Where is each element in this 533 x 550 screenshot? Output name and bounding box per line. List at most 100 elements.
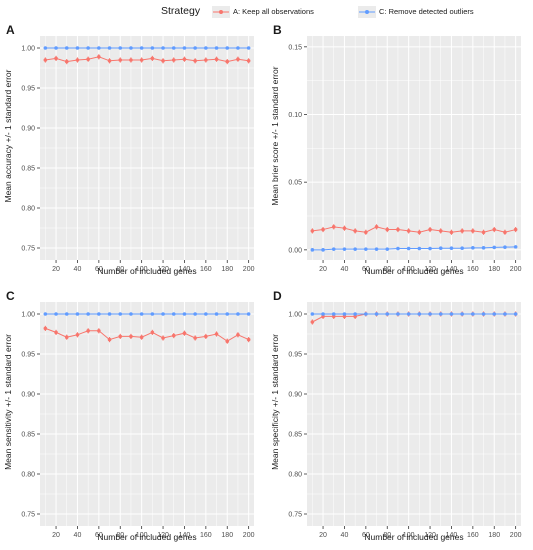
data-point-remove-outliers: [75, 46, 80, 50]
data-point-keep-all: [182, 57, 187, 61]
panel-d-tag: D: [273, 289, 282, 303]
data-point-keep-all: [481, 230, 486, 235]
data-point-keep-all: [107, 59, 112, 63]
data-point-remove-outliers: [246, 312, 251, 316]
data-point-remove-outliers: [193, 312, 197, 316]
panel-c-plot: 0.75 0.80 0.85 0.90 0.95 1.00 20 40 60 80 100 120 14…: [21, 302, 255, 539]
data-point-keep-all: [417, 230, 422, 235]
x-tick-label: 200: [510, 532, 522, 539]
x-tick-label: 80: [116, 532, 124, 539]
data-point-remove-outliers: [471, 312, 475, 316]
data-point-remove-outliers: [396, 246, 400, 251]
legend-key-keep-all: [212, 6, 230, 18]
data-point-keep-all: [150, 56, 155, 61]
data-point-keep-all: [503, 230, 507, 235]
data-point-remove-outliers: [342, 312, 347, 316]
data-point-keep-all: [43, 326, 48, 331]
data-point-remove-outliers: [406, 312, 411, 316]
data-point-keep-all: [225, 339, 230, 343]
y-tick-label: 0.75: [21, 512, 35, 519]
x-tick-label: 20: [319, 532, 327, 539]
data-point-keep-all: [64, 335, 69, 339]
legend: Strategy A: Keep all observations C: Rem…: [0, 0, 533, 26]
y-tick-label: 0.75: [288, 512, 302, 519]
data-point-keep-all: [97, 329, 101, 333]
legend-label-keep-all: A: Keep all observations: [233, 7, 314, 16]
y-tick-label: 0.80: [288, 472, 302, 479]
data-point-remove-outliers: [43, 46, 48, 50]
data-point-remove-outliers: [150, 312, 155, 316]
data-point-remove-outliers: [438, 246, 443, 251]
y-tick-label: 1.00: [288, 312, 302, 319]
x-tick-label: 100: [136, 266, 148, 273]
x-tick-label: 100: [136, 532, 148, 539]
y-tick-label: 1.00: [21, 46, 35, 53]
data-point-remove-outliers: [342, 247, 347, 251]
data-point-remove-outliers: [385, 247, 390, 251]
data-point-keep-all: [342, 226, 347, 230]
data-point-remove-outliers: [129, 312, 133, 316]
data-point-remove-outliers: [513, 312, 518, 316]
data-point-keep-all: [97, 55, 101, 59]
data-point-remove-outliers: [503, 245, 507, 249]
data-point-remove-outliers: [246, 46, 251, 50]
x-tick-label: 140: [179, 532, 191, 539]
data-point-remove-outliers: [204, 46, 208, 50]
x-tick-label: 60: [95, 532, 103, 539]
y-tick-label: 1.00: [21, 312, 35, 319]
panel-d-plot: 0.75 0.80 0.85 0.90 0.95 1.00 20 40 60 80 100 120 14…: [288, 302, 522, 539]
panel-b: B Mean brier score +/- 1 standard error …: [267, 22, 533, 284]
data-point-keep-all: [310, 320, 315, 324]
data-point-remove-outliers: [225, 312, 230, 316]
data-point-remove-outliers: [75, 312, 80, 316]
data-point-remove-outliers: [428, 246, 432, 251]
data-point-remove-outliers: [182, 46, 187, 50]
legend-key-remove-outliers: [358, 6, 376, 18]
data-point-keep-all: [204, 334, 208, 339]
x-tick-label: 100: [403, 266, 415, 273]
x-tick-label: 180: [221, 266, 233, 273]
panel-b-xlabel: Number of included genes: [364, 266, 464, 276]
y-tick-label: 0.95: [21, 352, 35, 359]
x-tick-label: 40: [74, 532, 82, 539]
x-tick-label: 20: [319, 266, 327, 273]
data-point-remove-outliers: [353, 312, 357, 316]
data-point-remove-outliers: [460, 312, 464, 316]
x-tick-label: 120: [157, 532, 169, 539]
data-point-remove-outliers: [513, 245, 518, 249]
data-point-remove-outliers: [236, 46, 240, 50]
y-tick-label: 0.00: [288, 247, 302, 254]
data-point-keep-all: [513, 227, 518, 232]
x-tick-label: 160: [200, 266, 212, 273]
data-point-remove-outliers: [310, 248, 315, 252]
data-point-keep-all: [428, 227, 432, 232]
panel-b-tag: B: [273, 23, 282, 37]
x-tick-label: 140: [446, 532, 458, 539]
data-point-remove-outliers: [331, 312, 336, 316]
data-point-keep-all: [118, 334, 123, 339]
data-point-remove-outliers: [161, 46, 165, 50]
x-tick-label: 20: [52, 266, 60, 273]
y-tick-label: 0.95: [288, 352, 302, 359]
data-point-remove-outliers: [54, 46, 58, 50]
data-point-remove-outliers: [97, 312, 101, 316]
x-tick-label: 180: [221, 532, 233, 539]
y-tick-label: 0.80: [21, 472, 35, 479]
data-point-keep-all: [118, 58, 123, 62]
data-point-remove-outliers: [64, 312, 69, 316]
data-point-remove-outliers: [331, 247, 336, 251]
y-tick-label: 0.85: [21, 166, 35, 173]
panel-b-plot: 0.00 0.05 0.10 0.15 20 40 60 80 100 120 140 160 180 2…: [288, 36, 522, 273]
data-point-remove-outliers: [385, 312, 390, 316]
data-point-keep-all: [374, 225, 379, 229]
data-point-remove-outliers: [438, 312, 443, 316]
data-point-keep-all: [214, 332, 219, 336]
y-tick-label: 0.15: [288, 44, 302, 51]
data-point-keep-all: [171, 58, 176, 62]
data-point-remove-outliers: [107, 46, 112, 50]
data-point-remove-outliers: [417, 246, 422, 251]
panel-d: D Mean specificity +/- 1 standard error …: [267, 288, 533, 550]
data-point-remove-outliers: [321, 312, 325, 316]
data-point-remove-outliers: [139, 46, 144, 50]
data-point-remove-outliers: [214, 312, 219, 316]
